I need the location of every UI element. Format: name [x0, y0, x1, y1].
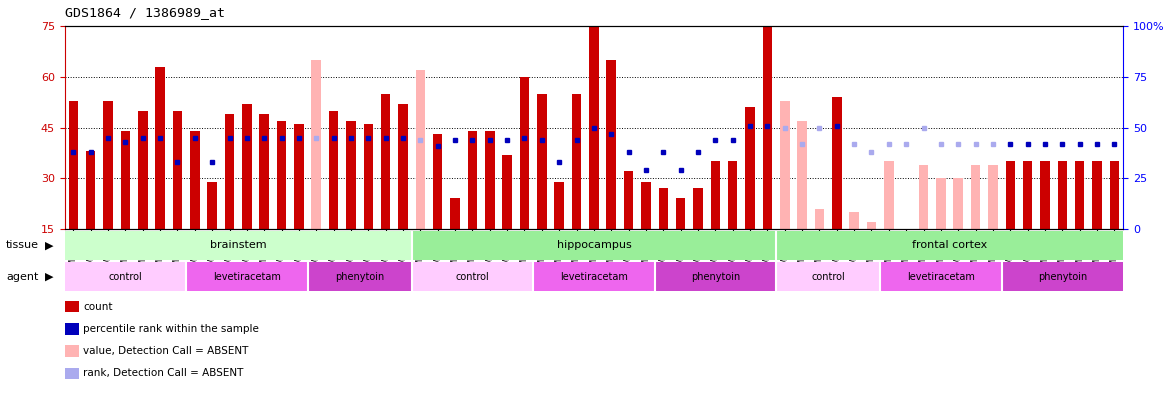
Bar [918, 165, 928, 279]
Text: control: control [455, 272, 489, 281]
Bar [728, 161, 737, 279]
Bar [537, 94, 547, 279]
Text: count: count [83, 302, 113, 311]
Bar [121, 131, 131, 279]
Bar [676, 198, 686, 279]
Bar [880, 262, 1002, 291]
Bar [502, 155, 512, 279]
Bar [86, 151, 95, 279]
Bar [936, 178, 946, 279]
Bar [762, 23, 773, 279]
Bar [607, 60, 616, 279]
Bar [276, 121, 286, 279]
Bar [746, 107, 755, 279]
Text: ▶: ▶ [45, 272, 53, 281]
Text: GDS1864 / 1386989_at: GDS1864 / 1386989_at [65, 6, 225, 19]
Text: brainstem: brainstem [209, 241, 267, 250]
Bar [776, 262, 880, 291]
Bar [103, 100, 113, 279]
Text: value, Detection Call = ABSENT: value, Detection Call = ABSENT [83, 346, 249, 356]
Bar [849, 212, 858, 279]
Text: frontal cortex: frontal cortex [911, 241, 987, 250]
Bar [831, 97, 842, 279]
Bar [363, 124, 373, 279]
Bar [312, 60, 321, 279]
Bar [399, 104, 408, 279]
Bar [242, 104, 252, 279]
Bar [260, 114, 269, 279]
Bar [655, 262, 776, 291]
Text: control: control [108, 272, 142, 281]
Bar [710, 161, 720, 279]
Text: tissue: tissue [6, 241, 39, 250]
Bar [1057, 161, 1067, 279]
Bar [867, 222, 876, 279]
Bar [346, 121, 355, 279]
Bar [884, 161, 894, 279]
Bar [776, 231, 1123, 260]
Bar [589, 16, 599, 279]
Bar [815, 209, 824, 279]
Bar [988, 165, 997, 279]
Bar [780, 100, 789, 279]
Bar [1041, 161, 1050, 279]
Bar [902, 229, 911, 279]
Bar [329, 111, 339, 279]
Bar [415, 70, 426, 279]
Text: rank, Detection Call = ABSENT: rank, Detection Call = ABSENT [83, 369, 243, 378]
Text: phenytoin: phenytoin [1037, 272, 1087, 281]
Bar [186, 262, 308, 291]
Bar [954, 178, 963, 279]
Text: phenytoin: phenytoin [690, 272, 740, 281]
Bar [693, 188, 703, 279]
Text: phenytoin: phenytoin [335, 272, 385, 281]
Text: percentile rank within the sample: percentile rank within the sample [83, 324, 260, 334]
Bar [659, 188, 668, 279]
Text: hippocampus: hippocampus [556, 241, 632, 250]
Bar [433, 134, 442, 279]
Bar [572, 94, 581, 279]
Bar [1023, 161, 1033, 279]
Text: levetiracetam: levetiracetam [907, 272, 975, 281]
Bar [155, 67, 165, 279]
Bar [308, 262, 412, 291]
Bar [294, 124, 303, 279]
Bar [68, 100, 78, 279]
Bar [797, 121, 807, 279]
Bar [225, 114, 234, 279]
Text: ▶: ▶ [45, 241, 53, 250]
Bar [520, 77, 529, 279]
Bar [138, 111, 147, 279]
Bar [971, 165, 981, 279]
Bar [65, 231, 412, 260]
Bar [1002, 262, 1123, 291]
Bar [412, 231, 776, 260]
Bar [65, 262, 186, 291]
Text: control: control [811, 272, 846, 281]
Bar [1075, 161, 1084, 279]
Text: levetiracetam: levetiracetam [213, 272, 281, 281]
Text: agent: agent [6, 272, 39, 281]
Bar [485, 131, 495, 279]
Text: levetiracetam: levetiracetam [560, 272, 628, 281]
Bar [1093, 161, 1102, 279]
Bar [623, 171, 634, 279]
Bar [450, 198, 460, 279]
Bar [191, 131, 200, 279]
Bar [412, 262, 533, 291]
Bar [381, 94, 390, 279]
Bar [173, 111, 182, 279]
Bar [641, 181, 650, 279]
Bar [207, 181, 216, 279]
Bar [1005, 161, 1015, 279]
Bar [468, 131, 477, 279]
Bar [554, 181, 564, 279]
Bar [533, 262, 655, 291]
Bar [1110, 161, 1120, 279]
